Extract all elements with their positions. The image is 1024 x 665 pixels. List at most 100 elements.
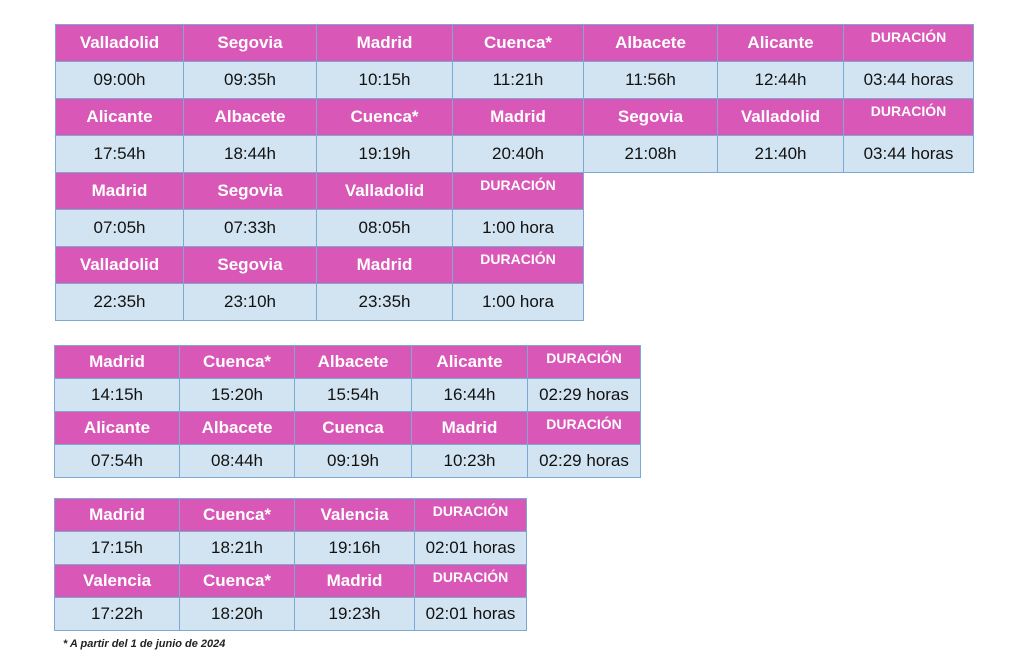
- station-header-row: Madrid Cuenca* Valencia DURACIÓN: [54, 498, 527, 532]
- time-row: 17:15h 18:21h 19:16h 02:01 horas: [54, 531, 527, 565]
- time-cell: 19:23h: [294, 597, 415, 631]
- duration-cell: 02:01 horas: [414, 597, 527, 631]
- empty-space: [584, 284, 974, 321]
- station-header: Madrid: [316, 246, 453, 284]
- schedule-table-madrid-valencia: Madrid Cuenca* Valencia DURACIÓN 17:15h 18:21…: [54, 498, 527, 631]
- duration-header: DURACIÓN: [843, 24, 974, 62]
- station-header: Segovia: [183, 24, 317, 62]
- duration-header: DURACIÓN: [414, 564, 527, 598]
- duration-cell: 1:00 hora: [452, 209, 584, 247]
- station-header-row: Madrid Segovia Valladolid DURACIÓN: [55, 172, 974, 210]
- duration-header: DURACIÓN: [414, 498, 527, 532]
- time-cell: 10:15h: [316, 61, 453, 99]
- duration-header: DURACIÓN: [527, 411, 641, 445]
- station-header: Cuenca*: [179, 564, 295, 598]
- station-header: Valencia: [294, 498, 415, 532]
- time-cell: 08:05h: [316, 209, 453, 247]
- station-header: Madrid: [54, 345, 180, 379]
- station-header: Alicante: [411, 345, 528, 379]
- station-header-row: Valencia Cuenca* Madrid DURACIÓN: [54, 564, 527, 598]
- time-row: 07:54h 08:44h 09:19h 10:23h 02:29 horas: [54, 444, 641, 478]
- station-header: Albacete: [179, 411, 295, 445]
- duration-cell: 02:29 horas: [527, 444, 641, 478]
- time-cell: 09:35h: [183, 61, 317, 99]
- station-header: Cuenca: [294, 411, 412, 445]
- duration-cell: 03:44 horas: [843, 135, 974, 173]
- duration-cell: 1:00 hora: [452, 283, 584, 321]
- time-cell: 22:35h: [55, 283, 184, 321]
- station-header: Albacete: [583, 24, 718, 62]
- time-cell: 23:35h: [316, 283, 453, 321]
- time-cell: 21:08h: [583, 135, 718, 173]
- station-header: Cuenca*: [316, 98, 453, 136]
- time-cell: 07:05h: [55, 209, 184, 247]
- time-row: 17:54h 18:44h 19:19h 20:40h 21:08h 21:40h 03:4…: [55, 135, 974, 173]
- station-header: Madrid: [294, 564, 415, 598]
- time-cell: 09:19h: [294, 444, 412, 478]
- time-cell: 07:33h: [183, 209, 317, 247]
- time-row: 09:00h 09:35h 10:15h 11:21h 11:56h 12:44h 03:4…: [55, 61, 974, 99]
- station-header: Segovia: [183, 246, 317, 284]
- station-header: Albacete: [183, 98, 317, 136]
- time-cell: 09:00h: [55, 61, 184, 99]
- time-cell: 17:15h: [54, 531, 180, 565]
- station-header: Valladolid: [316, 172, 453, 210]
- time-cell: 17:54h: [55, 135, 184, 173]
- time-cell: 08:44h: [179, 444, 295, 478]
- time-cell: 19:19h: [316, 135, 453, 173]
- station-header: Madrid: [54, 498, 180, 532]
- empty-space: [584, 173, 974, 210]
- station-header: Cuenca*: [452, 24, 584, 62]
- station-header: Madrid: [316, 24, 453, 62]
- station-header-row: Alicante Albacete Cuenca Madrid DURACIÓN: [54, 411, 641, 445]
- duration-header: DURACIÓN: [843, 98, 974, 136]
- empty-space: [584, 210, 974, 247]
- duration-cell: 02:29 horas: [527, 378, 641, 412]
- time-row: 14:15h 15:20h 15:54h 16:44h 02:29 horas: [54, 378, 641, 412]
- station-header: Cuenca*: [179, 498, 295, 532]
- duration-header: DURACIÓN: [452, 172, 584, 210]
- station-header: Madrid: [452, 98, 584, 136]
- time-cell: 15:20h: [179, 378, 295, 412]
- time-cell: 11:21h: [452, 61, 584, 99]
- time-cell: 16:44h: [411, 378, 528, 412]
- station-header: Valencia: [54, 564, 180, 598]
- time-cell: 19:16h: [294, 531, 415, 565]
- station-header-row: Madrid Cuenca* Albacete Alicante DURACIÓN: [54, 345, 641, 379]
- time-cell: 11:56h: [583, 61, 718, 99]
- station-header: Segovia: [183, 172, 317, 210]
- station-header: Madrid: [411, 411, 528, 445]
- schedule-table-valladolid-alicante: Valladolid Segovia Madrid Cuenca* Albacete Al…: [55, 24, 974, 321]
- empty-space: [584, 247, 974, 284]
- station-header: Alicante: [717, 24, 844, 62]
- duration-cell: 03:44 horas: [843, 61, 974, 99]
- station-header: Alicante: [55, 98, 184, 136]
- duration-header: DURACIÓN: [527, 345, 641, 379]
- station-header: Albacete: [294, 345, 412, 379]
- duration-cell: 02:01 horas: [414, 531, 527, 565]
- time-cell: 21:40h: [717, 135, 844, 173]
- station-header-row: Valladolid Segovia Madrid DURACIÓN: [55, 246, 974, 284]
- time-row: 07:05h 07:33h 08:05h 1:00 hora: [55, 209, 974, 247]
- station-header: Cuenca*: [179, 345, 295, 379]
- station-header-row: Valladolid Segovia Madrid Cuenca* Albacete Al…: [55, 24, 974, 62]
- station-header-row: Alicante Albacete Cuenca* Madrid Segovia Vall…: [55, 98, 974, 136]
- station-header: Madrid: [55, 172, 184, 210]
- station-header: Alicante: [54, 411, 180, 445]
- time-row: 17:22h 18:20h 19:23h 02:01 horas: [54, 597, 527, 631]
- station-header: Valladolid: [717, 98, 844, 136]
- time-cell: 12:44h: [717, 61, 844, 99]
- station-header: Valladolid: [55, 246, 184, 284]
- time-row: 22:35h 23:10h 23:35h 1:00 hora: [55, 283, 974, 321]
- station-header: Valladolid: [55, 24, 184, 62]
- time-cell: 23:10h: [183, 283, 317, 321]
- time-cell: 15:54h: [294, 378, 412, 412]
- time-cell: 18:20h: [179, 597, 295, 631]
- schedule-table-madrid-alicante: Madrid Cuenca* Albacete Alicante DURACIÓN 14:…: [54, 345, 641, 478]
- time-cell: 17:22h: [54, 597, 180, 631]
- footnote: * A partir del 1 de junio de 2024: [63, 638, 226, 650]
- station-header: Segovia: [583, 98, 718, 136]
- time-cell: 14:15h: [54, 378, 180, 412]
- time-cell: 18:21h: [179, 531, 295, 565]
- time-cell: 10:23h: [411, 444, 528, 478]
